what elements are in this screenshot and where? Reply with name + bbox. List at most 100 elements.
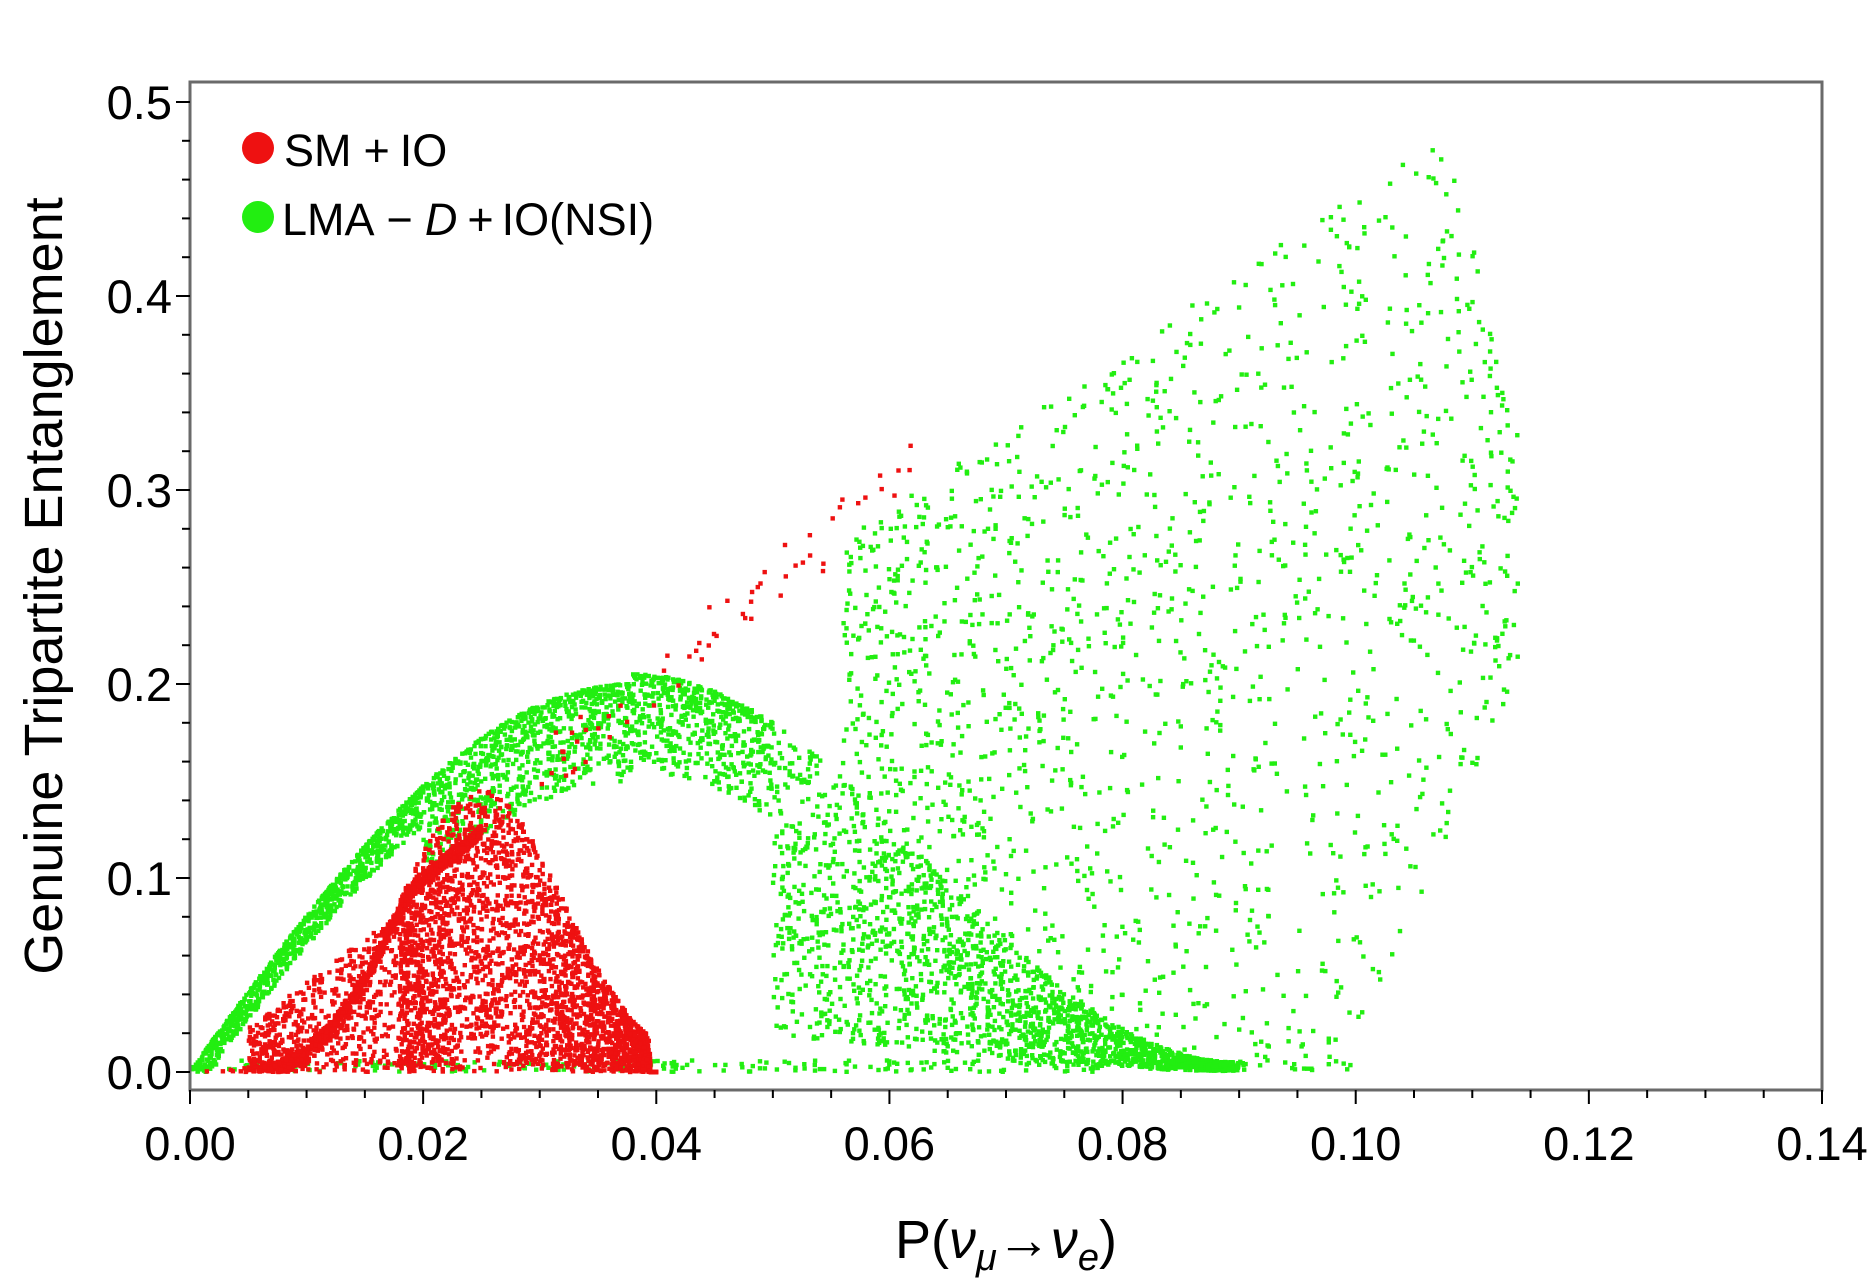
- nsi-point: [756, 749, 761, 755]
- nsi-point: [1468, 369, 1473, 374]
- nsi-point: [632, 674, 637, 679]
- nsi-point: [1065, 1028, 1070, 1034]
- nsi-point: [1141, 1058, 1146, 1063]
- nsi-point: [1439, 801, 1445, 806]
- nsi-point: [1395, 823, 1400, 828]
- nsi-point: [897, 632, 903, 637]
- nsi-point: [552, 708, 557, 714]
- nsi-point: [913, 919, 918, 924]
- nsi-point: [1048, 980, 1053, 985]
- nsi-point: [957, 937, 962, 942]
- nsi-point: [1343, 302, 1349, 307]
- nsi-point: [807, 1024, 813, 1030]
- nsi-point: [773, 760, 778, 766]
- nsi-point: [1046, 1053, 1051, 1058]
- nsi-point: [922, 899, 927, 904]
- nsi-point: [831, 856, 836, 862]
- nsi-point: [969, 992, 974, 997]
- nsi-point: [989, 940, 994, 945]
- nsi-point: [998, 1043, 1003, 1048]
- nsi-point: [771, 731, 777, 736]
- nsi-point: [877, 928, 883, 933]
- nsi-point: [1308, 448, 1314, 453]
- nsi-point: [396, 813, 401, 818]
- nsi-point: [1105, 479, 1110, 485]
- nsi-point: [483, 763, 489, 768]
- nsi-point: [903, 603, 908, 609]
- nsi-point: [977, 981, 982, 986]
- nsi-point: [907, 961, 912, 966]
- nsi-point: [296, 930, 301, 935]
- nsi-point: [896, 902, 901, 907]
- nsi-point: [974, 946, 979, 951]
- nsi-point: [627, 684, 632, 689]
- nsi-point: [385, 829, 390, 834]
- nsi-point: [858, 1032, 863, 1038]
- nsi-point: [862, 824, 867, 830]
- nsi-point: [703, 774, 708, 780]
- nsi-point: [1238, 579, 1243, 584]
- nsi-point: [1370, 966, 1376, 972]
- nsi-point: [1192, 1055, 1197, 1060]
- nsi-point: [1368, 894, 1374, 900]
- nsi-point: [1366, 715, 1371, 720]
- nsi-point: [1101, 554, 1106, 559]
- nsi-point: [1431, 832, 1436, 837]
- nsi-point: [792, 960, 797, 966]
- nsi-point: [1059, 1005, 1064, 1010]
- nsi-point: [1068, 709, 1073, 714]
- nsi-point: [1377, 889, 1382, 894]
- nsi-point: [919, 977, 924, 983]
- nsi-point: [683, 759, 689, 764]
- nsi-point: [582, 767, 587, 772]
- nsi-point: [1046, 1025, 1052, 1030]
- nsi-point: [1003, 947, 1008, 952]
- nsi-point: [284, 955, 290, 960]
- nsi-point: [992, 916, 998, 921]
- nsi-point: [948, 933, 954, 938]
- nsi-point: [404, 832, 410, 837]
- nsi-point: [274, 957, 279, 963]
- nsi-point: [1158, 1050, 1163, 1055]
- nsi-point: [503, 774, 508, 779]
- nsi-point: [1181, 1056, 1186, 1061]
- nsi-point: [1014, 989, 1019, 994]
- nsi-point: [708, 757, 713, 762]
- nsi-point: [225, 1031, 230, 1036]
- nsi-point: [264, 973, 270, 978]
- nsi-point: [973, 961, 978, 967]
- nsi-point: [553, 767, 558, 772]
- nsi-point: [432, 801, 437, 806]
- nsi-point: [1269, 761, 1274, 766]
- nsi-point: [906, 884, 911, 890]
- nsi-point: [1488, 675, 1493, 680]
- nsi-point: [677, 760, 682, 765]
- nsi-point: [572, 702, 577, 707]
- nsi-point: [576, 692, 581, 697]
- nsi-point: [953, 878, 958, 883]
- nsi-point: [999, 1027, 1004, 1032]
- nsi-point: [1068, 1030, 1074, 1035]
- nsi-point: [677, 685, 683, 691]
- nsi-point: [1494, 385, 1500, 390]
- nsi-point: [1000, 986, 1005, 991]
- nsi-point: [545, 738, 550, 744]
- nsi-point: [669, 745, 674, 750]
- nsi-point: [1456, 309, 1461, 314]
- nsi-point: [529, 719, 535, 724]
- nsi-point: [515, 799, 520, 804]
- nsi-point: [425, 782, 430, 788]
- nsi-point: [1190, 818, 1196, 823]
- nsi-point: [1431, 176, 1436, 181]
- nsi-point: [490, 748, 495, 753]
- nsi-point: [878, 973, 883, 979]
- nsi-point: [719, 701, 725, 706]
- nsi-point: [312, 921, 317, 926]
- nsi-point: [685, 704, 690, 709]
- nsi-point: [880, 729, 886, 734]
- nsi-point: [854, 811, 860, 816]
- nsi-point: [1500, 390, 1505, 396]
- nsi-point: [624, 682, 629, 687]
- nsi-point: [1470, 299, 1475, 305]
